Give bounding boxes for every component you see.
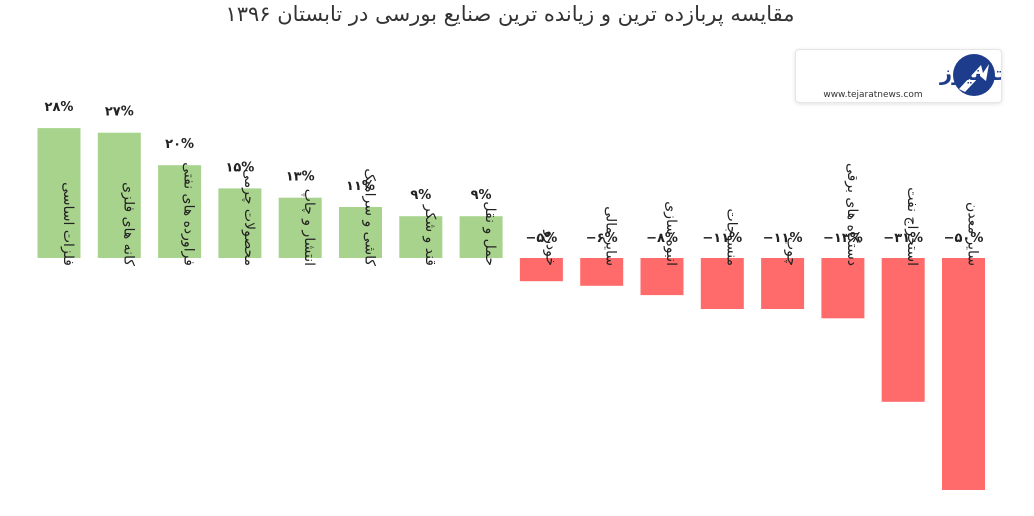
category-label: سایر معدن (965, 202, 981, 266)
category-label: فراورده های نفتی (181, 162, 197, 266)
logo-graphic: تجارت نیوز www.tejaratnews.com (823, 54, 1034, 100)
data-label: −۱۱% (702, 231, 742, 246)
bar (278, 197, 322, 258)
data-label: −۳۱% (883, 231, 923, 246)
category-label: سایر مالی (603, 206, 619, 266)
category-label: کانه های فلزی (120, 182, 136, 266)
bar (519, 258, 563, 282)
bar (37, 128, 81, 258)
category-label: فلزات اساسی (60, 182, 76, 266)
bar (580, 258, 624, 286)
logo-arrow-icon (959, 64, 989, 92)
bar (761, 258, 805, 309)
data-label: −۵% (525, 231, 557, 246)
data-label: −۵۰% (944, 231, 984, 246)
value-labels-layer: ۲۸% ۲۷% ۲۰% ۱۵% ۱۳% ۱۱% ۹% ۹% −۵% −۶% −۸% −۱۱% −۱۱% −… (45, 100, 984, 246)
logo: تجارت نیوز www.tejaratnews.com (795, 49, 1034, 103)
bar (158, 165, 202, 258)
logo-url: www.tejaratnews.com (823, 90, 922, 100)
bar (339, 207, 382, 258)
category-labels-layer: فلزات اساسی کانه های فلزی فراورده های نفتی… (60, 162, 981, 266)
bar (700, 258, 744, 309)
data-label: ۱۵% (225, 160, 254, 175)
chart-title: مقایسه پربازده ترین و زیانده ترین صنایع … (225, 2, 795, 26)
category-label: قند و شکر (422, 204, 438, 266)
data-label: ۲۷% (105, 105, 134, 120)
bar (399, 216, 443, 258)
data-label: ۱۳% (286, 170, 315, 185)
data-label: −۶% (586, 231, 618, 246)
category-label: دستگاه های برقی (844, 163, 861, 266)
data-label: ۹% (410, 188, 431, 203)
bar (218, 188, 262, 258)
bar (942, 258, 985, 490)
data-label: −۱۱% (763, 231, 803, 246)
data-label: ۲۸% (45, 100, 74, 115)
category-label: چوب (784, 237, 800, 266)
category-label: کاشی و سرامیک (362, 168, 378, 266)
data-label: ۲۰% (165, 137, 194, 152)
category-label: محصولات چرمی (241, 169, 257, 266)
category-label: استخراج نفت (904, 187, 920, 266)
bar (881, 258, 925, 402)
category-label: منسوجات (723, 208, 739, 266)
category-label: خودرو (542, 229, 558, 266)
bar (97, 132, 141, 258)
bar (459, 216, 503, 258)
bar (821, 258, 865, 319)
data-label: −۸% (646, 231, 678, 246)
category-label: انبوه سازی (663, 201, 679, 266)
category-label: انتشار و چاپ (301, 189, 317, 266)
data-label: −۱۳% (823, 231, 863, 246)
data-label: ۹% (471, 188, 492, 203)
bar (640, 258, 684, 296)
category-label: حمل و نقل (482, 201, 498, 266)
bars-layer (37, 128, 985, 490)
data-label: ۱۱% (346, 179, 375, 194)
